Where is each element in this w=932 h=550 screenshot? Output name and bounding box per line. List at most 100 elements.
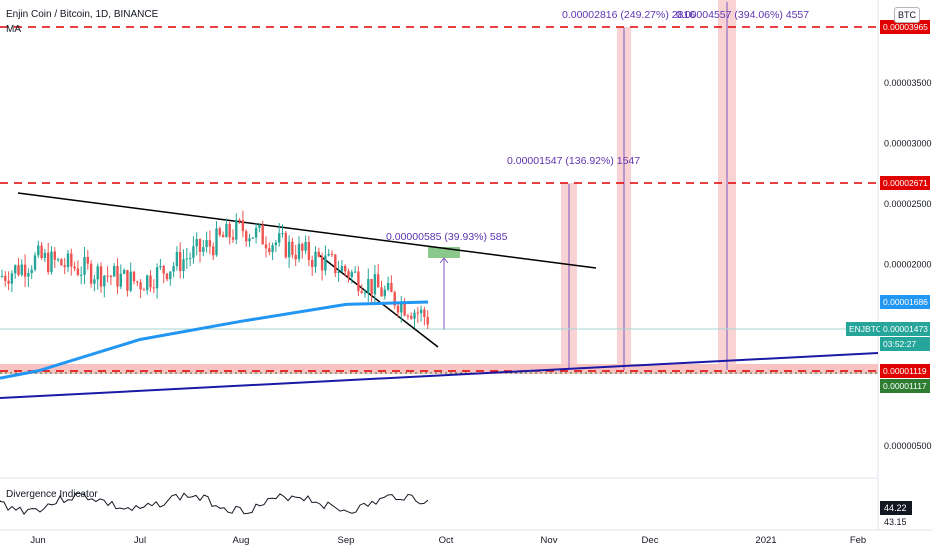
- candle-body: [340, 265, 344, 272]
- indicator-title[interactable]: Divergence Indicator: [6, 489, 98, 500]
- candle-body: [7, 280, 10, 284]
- x-tick-label: Jul: [134, 535, 146, 546]
- price-tag: 0.00001119: [883, 366, 927, 376]
- candle-body: [261, 225, 264, 245]
- candle-body: [56, 259, 60, 261]
- candle-body: [301, 243, 304, 251]
- candle-body: [185, 258, 188, 260]
- candle-body: [208, 240, 212, 247]
- candle-body: [350, 272, 353, 278]
- y-tick-label: 0.00000500: [884, 441, 932, 451]
- candle-body: [162, 265, 165, 274]
- candle-body: [106, 275, 109, 277]
- candle-body: [139, 282, 142, 290]
- candle-body: [198, 239, 202, 252]
- price-tag-bg: [880, 295, 930, 309]
- price-tag: 0.00001473: [883, 324, 928, 334]
- candle-body: [419, 309, 423, 314]
- y-axis: 0.00003500 0.00003000 0.00002500 0.00002000…: [884, 78, 932, 451]
- candle-body: [188, 257, 192, 259]
- candle-body: [396, 305, 400, 313]
- candle-body: [347, 271, 350, 278]
- candle-body: [330, 253, 334, 255]
- candle-body: [317, 251, 320, 257]
- candle-body: [89, 263, 93, 284]
- y-tick-label: 0.00003500: [884, 78, 932, 88]
- target-box: [428, 247, 460, 258]
- price-tag: 0.00001686: [883, 297, 928, 307]
- candle-body: [215, 228, 218, 256]
- candle-body: [155, 267, 159, 289]
- candle-body: [248, 238, 251, 242]
- indicator-line: [0, 492, 429, 515]
- candle-body: [132, 271, 136, 282]
- candle-body: [235, 219, 238, 240]
- candle-body: [238, 219, 241, 221]
- candle-body: [380, 287, 383, 297]
- candle-body: [14, 265, 17, 274]
- indicator-value-2: 43.15: [884, 517, 907, 527]
- candle-body: [291, 241, 294, 255]
- candle-body: [212, 246, 215, 256]
- ma-legend[interactable]: MA: [6, 24, 21, 35]
- candle-body: [294, 254, 297, 260]
- x-tick-label: Aug: [233, 535, 250, 546]
- support-zone: [0, 364, 878, 374]
- candle-body: [4, 275, 7, 281]
- candle-body: [159, 265, 162, 268]
- x-tick-label: Dec: [642, 535, 659, 546]
- candle-body: [179, 252, 182, 272]
- candle-body: [136, 281, 139, 283]
- candle-body: [146, 275, 149, 291]
- candle-body: [264, 244, 268, 249]
- price-tag-bg: [880, 176, 930, 190]
- currency-tag[interactable]: BTC: [894, 7, 920, 23]
- price-tag-bg: [846, 322, 880, 336]
- candle-body: [284, 233, 287, 258]
- candle-body: [30, 269, 33, 274]
- candle-body: [142, 289, 146, 291]
- annotation-2816: 0.00002816 (249.27%) 2816: [562, 9, 695, 21]
- candle-body: [251, 237, 254, 239]
- candle-body: [426, 317, 429, 325]
- candle-body: [20, 264, 23, 275]
- candle-body: [281, 233, 284, 235]
- candle-body: [169, 271, 172, 280]
- x-tick-label: Sep: [338, 535, 355, 546]
- price-tag-bg: [880, 20, 930, 34]
- candle-body: [304, 242, 307, 251]
- candle-body: [221, 235, 225, 238]
- candle-body: [327, 253, 330, 256]
- candle-body: [320, 256, 324, 271]
- candle-body: [413, 312, 416, 319]
- annotation-585: 0.00000585 (39.93%) 585: [386, 231, 508, 243]
- candle-body: [228, 223, 231, 238]
- candle-body: [122, 270, 126, 274]
- candle-body: [37, 245, 40, 256]
- x-tick-label: Nov: [541, 535, 558, 546]
- annotation-4557: 0.00004557 (394.06%) 4557: [676, 9, 809, 21]
- support-trendline[interactable]: [0, 352, 879, 399]
- ma-line: [0, 300, 429, 380]
- candle-body: [93, 279, 96, 284]
- candle-body: [119, 273, 122, 287]
- price-tag-bg: [880, 364, 930, 378]
- candle-body: [23, 264, 27, 277]
- candle-body: [353, 271, 357, 273]
- y-tick-label: 0.00002000: [884, 260, 932, 270]
- candle-body: [311, 260, 314, 267]
- candle-body: [254, 227, 258, 238]
- candle-body: [218, 228, 221, 235]
- candle-body: [83, 257, 86, 275]
- candle-body: [334, 254, 337, 274]
- candle-body: [271, 245, 274, 253]
- candle-body: [307, 242, 311, 260]
- candle-body: [10, 273, 14, 284]
- candle-body: [0, 275, 4, 277]
- candle-body: [43, 252, 47, 258]
- resistance-trendline[interactable]: [17, 192, 597, 269]
- candle-body: [406, 315, 410, 317]
- candle-body: [403, 301, 406, 316]
